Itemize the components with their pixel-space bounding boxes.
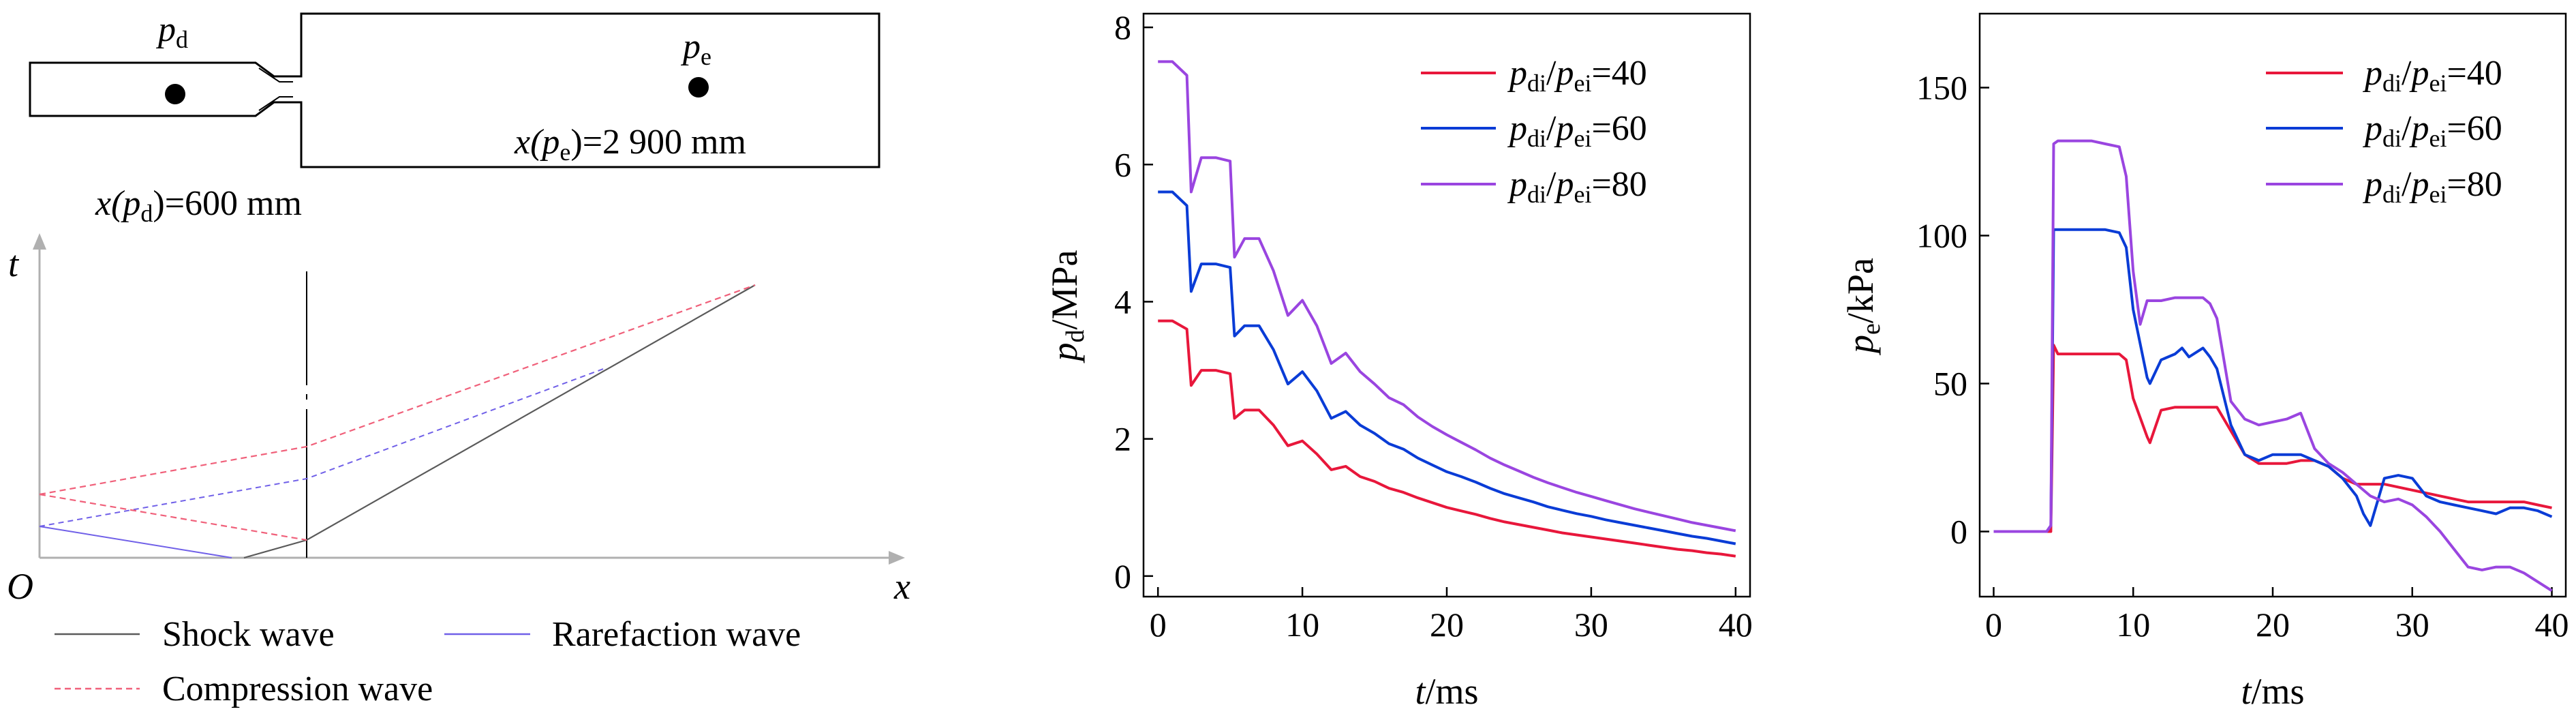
pd-label: pd	[155, 10, 188, 53]
rarefaction-wave-line	[39, 368, 606, 527]
pd-x-tick-label-10: 10	[1285, 605, 1319, 644]
pd-sensor-dot	[165, 84, 185, 104]
pd-chart-xlabel: t/ms	[1415, 671, 1478, 712]
pd-x-tick-label-30: 30	[1574, 605, 1608, 644]
pd-chart: 0 10 20 30 40 0 2 4 6 8 pdi/pei=40 pdi/pei=60 pdi…	[1044, 8, 1753, 712]
pe-series-line-60	[1993, 228, 2553, 533]
pe-legend-label-80: pdi/pei=80	[2362, 165, 2502, 208]
pe-series-line-40	[1993, 344, 2552, 533]
pe-y-tick-label-0: 0	[1950, 513, 1967, 551]
pd-x-tick-label-0: 0	[1150, 605, 1167, 644]
pe-chart-ylabel: pe/kPa	[1840, 258, 1886, 356]
pe-chart-series	[1993, 139, 2553, 592]
pe-y-tick-label-100: 100	[1916, 217, 1967, 255]
tube-outline	[29, 12, 880, 168]
pd-y-tick-label-8: 8	[1114, 8, 1131, 46]
pd-series-line-80	[1158, 60, 1736, 533]
pd-legend-label-60: pdi/pei=60	[1507, 109, 1647, 152]
pe-legend-label-60: pdi/pei=60	[2362, 109, 2502, 152]
nozzle-lower-line	[258, 96, 293, 111]
pd-position-label: x(pd)=600 mm	[95, 184, 302, 227]
pd-series-line-40	[1158, 319, 1736, 558]
legend-compression-label: Compression wave	[162, 670, 433, 708]
compression-wave-line	[39, 284, 756, 496]
shock-wave-line	[243, 284, 756, 559]
tube-schematic: pd pe x(pe)=2 900 mm x(pd)=600 mm	[29, 10, 880, 227]
pe-x-tick-label-30: 30	[2395, 605, 2429, 644]
pe-legend-label-40: pdi/pei=40	[2362, 54, 2502, 97]
pd-chart-ticks: 0 10 20 30 40 0 2 4 6 8	[1114, 8, 1753, 644]
wave-diagram: t x O Shock wave Rarefaction wave Compre…	[7, 233, 910, 708]
legend-rarefaction-label: Rarefaction wave	[552, 615, 801, 654]
pd-chart-legend: pdi/pei=40 pdi/pei=60 pdi/pei=80	[1421, 54, 1647, 208]
pe-x-tick-label-40: 40	[2535, 605, 2569, 644]
pe-y-tick-label-150: 150	[1916, 69, 1967, 107]
nozzle-upper-line	[258, 68, 293, 83]
pe-sensor-dot	[688, 77, 709, 98]
x-axis-label: x	[893, 566, 910, 607]
pe-x-tick-label-10: 10	[2116, 605, 2150, 644]
origin-label: O	[7, 566, 33, 607]
pd-series-line-60	[1158, 190, 1736, 545]
pe-chart: 0 10 20 30 40 0 50 100 150 pdi/pei=40 pdi/pei=60…	[1840, 12, 2569, 712]
pe-position-label: x(pe)=2 900 mm	[514, 123, 746, 166]
pd-y-tick-label-2: 2	[1114, 420, 1131, 458]
pe-chart-legend: pdi/pei=40 pdi/pei=60 pdi/pei=80	[2266, 54, 2502, 208]
pd-chart-series	[1158, 60, 1736, 558]
rarefaction-wave-reflected	[39, 526, 232, 558]
pd-x-tick-label-20: 20	[1430, 605, 1464, 644]
compression-wave-reflected	[39, 493, 307, 541]
pd-y-tick-label-0: 0	[1114, 557, 1131, 595]
pd-y-tick-label-6: 6	[1114, 145, 1131, 183]
pd-legend-label-40: pdi/pei=40	[1507, 54, 1647, 97]
pd-chart-frame	[1142, 12, 1751, 598]
pd-x-tick-label-40: 40	[1719, 605, 1753, 644]
pe-chart-ticks: 0 10 20 30 40 0 50 100 150	[1916, 69, 2569, 644]
pe-y-tick-label-50: 50	[1933, 365, 1967, 403]
pd-legend-label-80: pdi/pei=80	[1507, 165, 1647, 208]
t-axis-label: t	[8, 243, 20, 284]
pe-series-line-80	[1993, 139, 2553, 592]
t-axis-arrow	[33, 233, 46, 250]
pe-x-tick-label-20: 20	[2256, 605, 2290, 644]
x-axis-arrow	[889, 551, 905, 565]
pe-label: pe	[680, 27, 711, 70]
legend-shock-label: Shock wave	[162, 615, 335, 654]
pd-y-tick-label-4: 4	[1114, 282, 1131, 320]
pd-chart-ylabel: pd/MPa	[1044, 250, 1090, 363]
pe-chart-xlabel: t/ms	[2241, 671, 2304, 712]
pe-x-tick-label-0: 0	[1985, 605, 2002, 644]
